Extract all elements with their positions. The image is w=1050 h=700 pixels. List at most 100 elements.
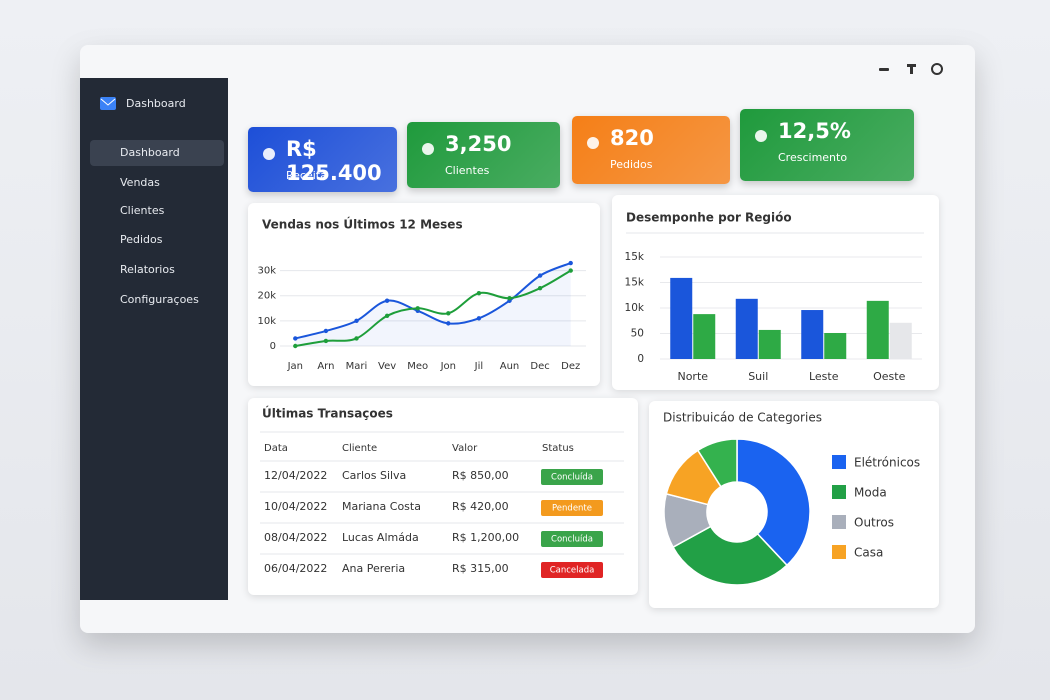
line bbox=[295, 262, 572, 340]
point bbox=[293, 343, 298, 349]
status-text: Concluída bbox=[551, 535, 593, 545]
nav-item[interactable]: Dashboard bbox=[90, 140, 224, 166]
cell: 10/04/2022 bbox=[264, 500, 327, 513]
nav-item[interactable]: Pedidos bbox=[120, 233, 163, 246]
kpi-icon bbox=[419, 140, 439, 178]
bar bbox=[889, 322, 912, 359]
line bbox=[295, 269, 572, 347]
bar bbox=[670, 277, 693, 359]
cell: Ana Pereria bbox=[342, 562, 405, 575]
icon bbox=[263, 148, 275, 160]
x-tick-label: Aun bbox=[500, 361, 520, 372]
point bbox=[446, 311, 451, 316]
area bbox=[295, 263, 571, 346]
y-tick-label: 30k bbox=[257, 266, 276, 277]
bar bbox=[801, 310, 824, 359]
x-tick-label: Jil bbox=[474, 361, 484, 372]
status-badge bbox=[541, 469, 603, 485]
status-badge bbox=[541, 562, 603, 578]
kpi-value: R$ 125.400 bbox=[286, 137, 382, 185]
kpi-card: 12,5% Crescimento bbox=[740, 109, 914, 181]
point bbox=[476, 291, 482, 296]
legend-swatch bbox=[832, 515, 846, 529]
y-tick-label: 15k bbox=[625, 251, 645, 263]
x-tick-label: Jon bbox=[440, 361, 456, 372]
nav-item[interactable]: Relatorios bbox=[120, 263, 175, 276]
point bbox=[476, 316, 482, 321]
nav-item[interactable]: Configuraçoes bbox=[120, 293, 199, 306]
y-tick-label: 10k bbox=[625, 302, 645, 314]
legend-label: Elétrónicos bbox=[854, 456, 920, 470]
table-title: Últimas Transaçoes bbox=[262, 406, 393, 421]
cell: 08/04/2022 bbox=[264, 531, 327, 544]
slice bbox=[736, 438, 811, 567]
point bbox=[537, 285, 543, 291]
column-header: Status bbox=[542, 443, 574, 454]
bar bbox=[735, 298, 758, 359]
bar bbox=[824, 332, 847, 359]
y-tick-label: 15k bbox=[625, 277, 645, 289]
table: Últimas Transaçoes Data Cliente Valor Status… bbox=[260, 406, 624, 578]
kpi-label: Receita bbox=[286, 169, 327, 182]
bar bbox=[866, 300, 889, 359]
x-tick-label: Mari bbox=[346, 361, 368, 372]
column-header: Data bbox=[264, 443, 288, 454]
x-tick-label: Dez bbox=[561, 361, 580, 372]
kpi-label: Pedidos bbox=[610, 158, 653, 171]
icon-shape bbox=[755, 130, 767, 142]
x-tick-label: Norte bbox=[677, 370, 708, 383]
pie-panel: Distribuicáo de Categories Elétrónicos Mod… bbox=[649, 401, 939, 608]
point bbox=[507, 296, 512, 301]
point bbox=[323, 338, 329, 344]
column-header: Valor bbox=[452, 443, 478, 454]
bar bbox=[693, 314, 716, 359]
legend-label: Outros bbox=[854, 516, 894, 530]
status-text: Cancelada bbox=[550, 566, 595, 576]
x-tick-label: Dec bbox=[530, 361, 549, 372]
point bbox=[446, 321, 451, 326]
legend-swatch bbox=[832, 485, 846, 499]
legend-swatch bbox=[832, 545, 846, 559]
bar-chart: Desemponhe por Regióo 0 50 10k 15k 15k Norte Su… bbox=[625, 211, 924, 383]
nav-item[interactable]: Clientes bbox=[120, 204, 165, 217]
kpi-card: R$ 125.400 Receita bbox=[248, 127, 397, 192]
slice bbox=[672, 525, 789, 586]
cell: 12/04/2022 bbox=[264, 469, 327, 482]
nav-item[interactable]: Vendas bbox=[120, 176, 160, 189]
point bbox=[323, 328, 329, 334]
y-tick-label: 0 bbox=[637, 353, 644, 365]
slice bbox=[696, 438, 738, 488]
kpi-card: 820 Pedidos bbox=[572, 116, 730, 184]
icon-shape bbox=[587, 137, 599, 149]
point bbox=[568, 268, 573, 273]
point bbox=[537, 273, 543, 278]
chart-title: Distribuicáo de Categories bbox=[663, 411, 822, 425]
cell: R$ 420,00 bbox=[452, 500, 509, 513]
x-tick-label: Oeste bbox=[873, 370, 905, 383]
x-tick-label: Jan bbox=[287, 361, 303, 372]
bar-panel: Desemponhe por Regióo 0 50 10k 15k 15k Norte Su… bbox=[612, 195, 939, 390]
brand-icon bbox=[100, 97, 116, 110]
kpi-label: Crescimento bbox=[778, 151, 848, 164]
kpi-icon bbox=[260, 145, 280, 183]
icon-shape bbox=[422, 143, 434, 155]
y-tick-label: 0 bbox=[270, 341, 276, 352]
x-tick-label: Vev bbox=[378, 361, 396, 372]
kpi-value: 3,250 bbox=[445, 132, 512, 156]
kpi-value: 12,5% bbox=[778, 119, 851, 143]
table-panel: Últimas Transaçoes Data Cliente Valor Status… bbox=[248, 398, 638, 595]
legend-label: Moda bbox=[854, 486, 887, 500]
point bbox=[384, 298, 390, 303]
cell: R$ 850,00 bbox=[452, 469, 509, 482]
x-tick-label: Arn bbox=[317, 361, 334, 372]
point bbox=[568, 260, 573, 266]
chart-title: Desemponhe por Regióo bbox=[626, 211, 792, 225]
brand: Dashboard bbox=[126, 97, 186, 110]
bar bbox=[758, 329, 781, 359]
icon bbox=[755, 130, 767, 142]
cell: Carlos Silva bbox=[342, 469, 406, 482]
cell: R$ 315,00 bbox=[452, 562, 509, 575]
sidebar: Dashboard Dashboard Vendas Clientes Pedidos… bbox=[80, 78, 228, 600]
line-chart: Vendas nos Últimos 12 Meses 0 10k 20k 30k Jan… bbox=[257, 217, 586, 372]
point bbox=[354, 336, 359, 341]
